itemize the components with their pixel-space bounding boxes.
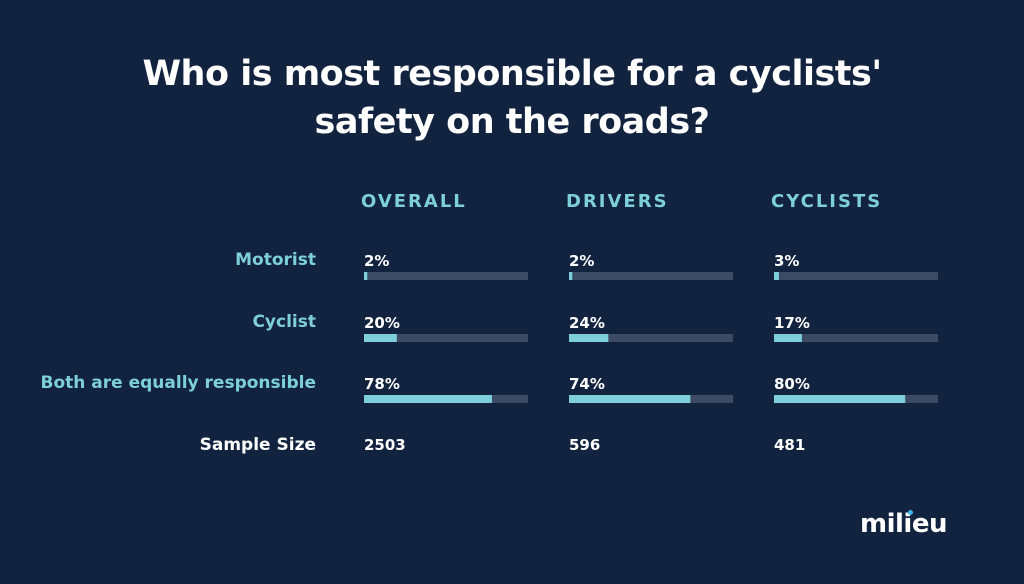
column-header-cyclists: CYCLISTS — [771, 191, 882, 212]
bar-track — [364, 272, 528, 280]
category-label: Cyclist — [252, 312, 316, 332]
logo-dot-icon — [908, 510, 913, 515]
bar-drivers — [569, 395, 691, 403]
category-label: Motorist — [235, 250, 316, 270]
sample-size-label: Sample Size — [200, 435, 316, 455]
data-label: 20% — [364, 314, 400, 332]
data-label: 78% — [364, 375, 400, 393]
sample-size-value: 481 — [774, 436, 805, 454]
column-header-drivers: DRIVERS — [566, 191, 669, 212]
bar-overall — [364, 334, 397, 342]
bar-cyclists — [774, 334, 802, 342]
bar-drivers — [569, 272, 573, 280]
bar-cyclists — [774, 272, 779, 280]
category-label: Both are equally responsible — [41, 373, 316, 393]
data-label: 74% — [569, 375, 605, 393]
bar-track — [774, 272, 938, 280]
bar-track — [569, 334, 733, 342]
bar-overall — [364, 272, 368, 280]
column-header-overall: OVERALL — [361, 191, 467, 212]
bar-cyclists — [774, 395, 906, 403]
bar-track — [569, 272, 733, 280]
chart-title-line-2: safety on the roads? — [314, 102, 710, 142]
data-label: 24% — [569, 314, 605, 332]
chart-title-line-1: Who is most responsible for a cyclists' — [142, 54, 882, 94]
sample-size-value: 596 — [569, 436, 600, 454]
bar-drivers — [569, 334, 609, 342]
data-label: 2% — [364, 252, 389, 270]
bar-track — [364, 334, 528, 342]
data-label: 2% — [569, 252, 594, 270]
data-label: 3% — [774, 252, 799, 270]
data-label: 80% — [774, 375, 810, 393]
sample-size-value: 2503 — [364, 436, 406, 454]
chart-title: Who is most responsible for a cyclists' … — [0, 50, 1024, 146]
milieu-logo: milieu — [860, 509, 947, 539]
bar-overall — [364, 395, 492, 403]
bar-track — [774, 334, 938, 342]
data-label: 17% — [774, 314, 810, 332]
